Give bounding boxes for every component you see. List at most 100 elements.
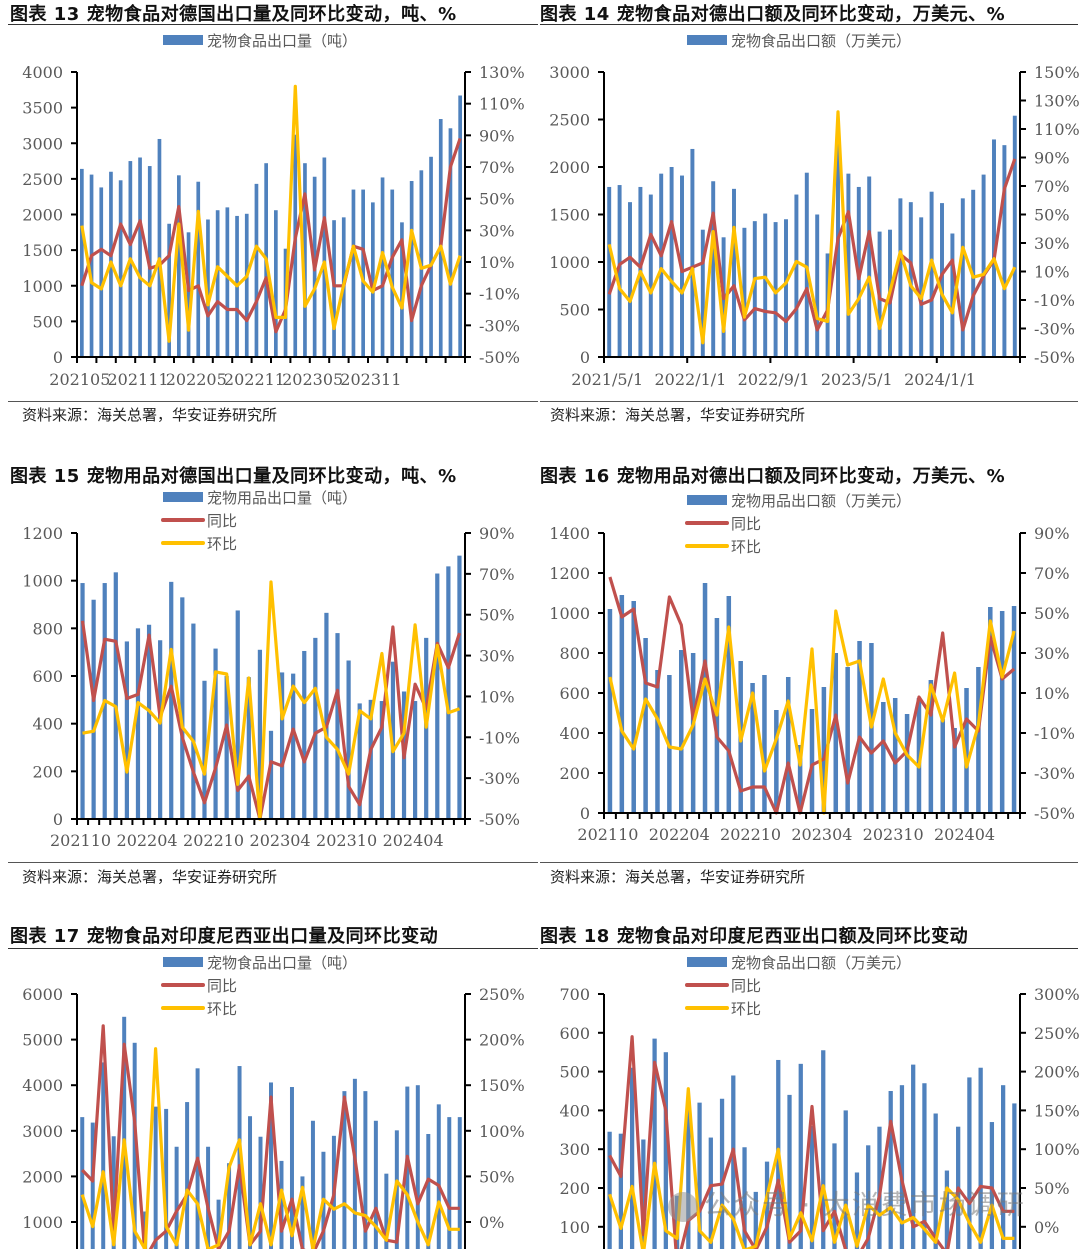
fig14-bar [617,185,622,357]
fig14-bar [648,194,653,357]
fig14-yoy-line [607,158,1017,332]
fig18-bar [618,1133,624,1249]
fig15-bar [435,573,440,819]
fig16-bar [678,650,684,813]
fig13-bar [274,210,278,357]
fig13-source-rule [8,401,538,402]
fig17-bar [289,1087,294,1249]
fig16-bar [690,653,696,813]
fig17-bar [310,1120,315,1249]
fig15-left-tick-label: 400 [32,715,63,734]
fig17-legend-bar-swatch [163,957,203,967]
fig14-bar [690,148,695,357]
fig16-bar [892,698,898,813]
fig17-bar [237,1066,242,1249]
fig16-bar [726,596,732,813]
fig18-left-tick-label: 700 [559,985,590,1004]
fig17-right-tick-label: 200% [479,1031,525,1050]
fig18-bar [787,1094,792,1249]
fig16-left-tick-label: 600 [559,684,590,703]
fig13-bar [89,174,94,357]
fig17-right-tick-label: 0% [479,1213,504,1232]
fig15-left-tick-label: 1200 [22,524,63,543]
fig15-bar [379,701,384,819]
fig13-right-tick-label: 130% [479,63,525,82]
fig16-right-tick-label: 90% [1034,524,1070,543]
fig15-legend-label: 宠物用品出口量（吨） [207,489,357,507]
fig15-right-tick-label: 90% [479,524,515,543]
fig15-bar [191,623,196,819]
fig16-right-tick-label: 10% [1034,684,1070,703]
fig18-bar [719,1098,725,1249]
fig16-left-tick-label: 1400 [549,524,590,543]
fig18-bar [731,1075,736,1249]
fig14-source: 资料来源：海关总署，华安证券研究所 [550,406,806,424]
fig17-plot-area [80,1016,462,1249]
fig18-bar [967,1077,972,1249]
fig15-bar [113,572,118,819]
fig14-bar [898,198,903,357]
fig13-bar [80,168,84,357]
fig14-bar [992,139,996,357]
fig18-chart: 100 200 300 400 500 600 700 0% 50% 100% 150% 200% 25… [559,954,1080,1249]
fig16-x-tick-label: 202110 [577,825,638,844]
fig17-bar [373,1120,378,1249]
fig13-x-tick-label: 202311 [340,370,401,389]
fig15-left-tick-label: 600 [32,667,63,686]
fig13-right-tick-label: -50% [479,348,520,367]
fig16-bar [702,583,708,813]
fig14-x-tick-label: 2024/1/1 [904,370,976,389]
fig15-bar [235,610,240,819]
fig18-legend-label: 宠物食品出口额（万美元） [731,954,911,972]
fig18-bar [888,1091,893,1249]
fig13-bar [322,157,327,357]
fig18-right-tick-label: 50% [1034,1179,1070,1198]
fig17-bar [101,1062,106,1249]
fig15-source: 资料来源：海关总署，华安证券研究所 [22,868,278,886]
fig16-bar [928,680,934,813]
fig13-x-tick-label: 202305 [282,370,343,389]
fig14-bar [981,174,986,357]
fig18-bar [899,1085,905,1249]
fig13-x-tick-label: 202111 [108,370,169,389]
fig16-legend-label: 同比 [731,515,761,533]
fig18-legend-bar-swatch [687,957,727,967]
fig16-bar [797,745,803,813]
fig16-title: 图表 16 宠物用品对德出口额及同环比变动，万美元、% [540,466,1006,487]
fig13-mom-line [80,84,462,343]
fig18-title: 图表 18 宠物食品对印度尼西亚出口额及同环比变动 [540,926,969,947]
fig15-bar [446,566,451,819]
fig17-left-tick-label: 5000 [22,1031,63,1050]
fig13-bar [380,177,385,357]
fig14-bar [752,221,757,357]
fig16-bar [1011,606,1017,813]
fig13-x-tick-label: 202211 [224,370,285,389]
fig17-right-tick-label: 50% [479,1167,515,1186]
fig18-left-tick-label: 200 [559,1179,590,1198]
fig13-bar [225,207,230,357]
fig15-bar [457,555,462,819]
fig15-bar [80,583,85,819]
fig17-right-tick-label: 100% [479,1122,525,1141]
fig18-bar [764,1161,770,1249]
fig18-bar [708,1137,713,1249]
fig14-left-tick-label: 0 [580,348,590,367]
fig13-left-tick-label: 1000 [22,277,63,296]
fig18-bar [641,1139,646,1249]
fig18-left-tick-label: 600 [559,1024,590,1043]
fig15-legend-label: 同比 [207,512,237,530]
fig18-left-tick-label: 400 [559,1101,590,1120]
fig18-legend-label: 环比 [731,1000,761,1018]
fig15-bar [91,599,96,819]
fig14-bar [659,173,664,357]
fig14-bar [763,213,768,357]
fig15-mom-line [82,580,461,821]
fig18-right-tick-label: 300% [1034,985,1080,1004]
fig18-bar [978,1067,983,1249]
fig18-bar [629,1067,635,1249]
fig17-bar [206,1146,211,1249]
fig15-x-tick-label: 202110 [50,831,111,850]
fig15-source-rule [8,862,538,863]
fig13-right-tick-label: 50% [479,190,515,209]
